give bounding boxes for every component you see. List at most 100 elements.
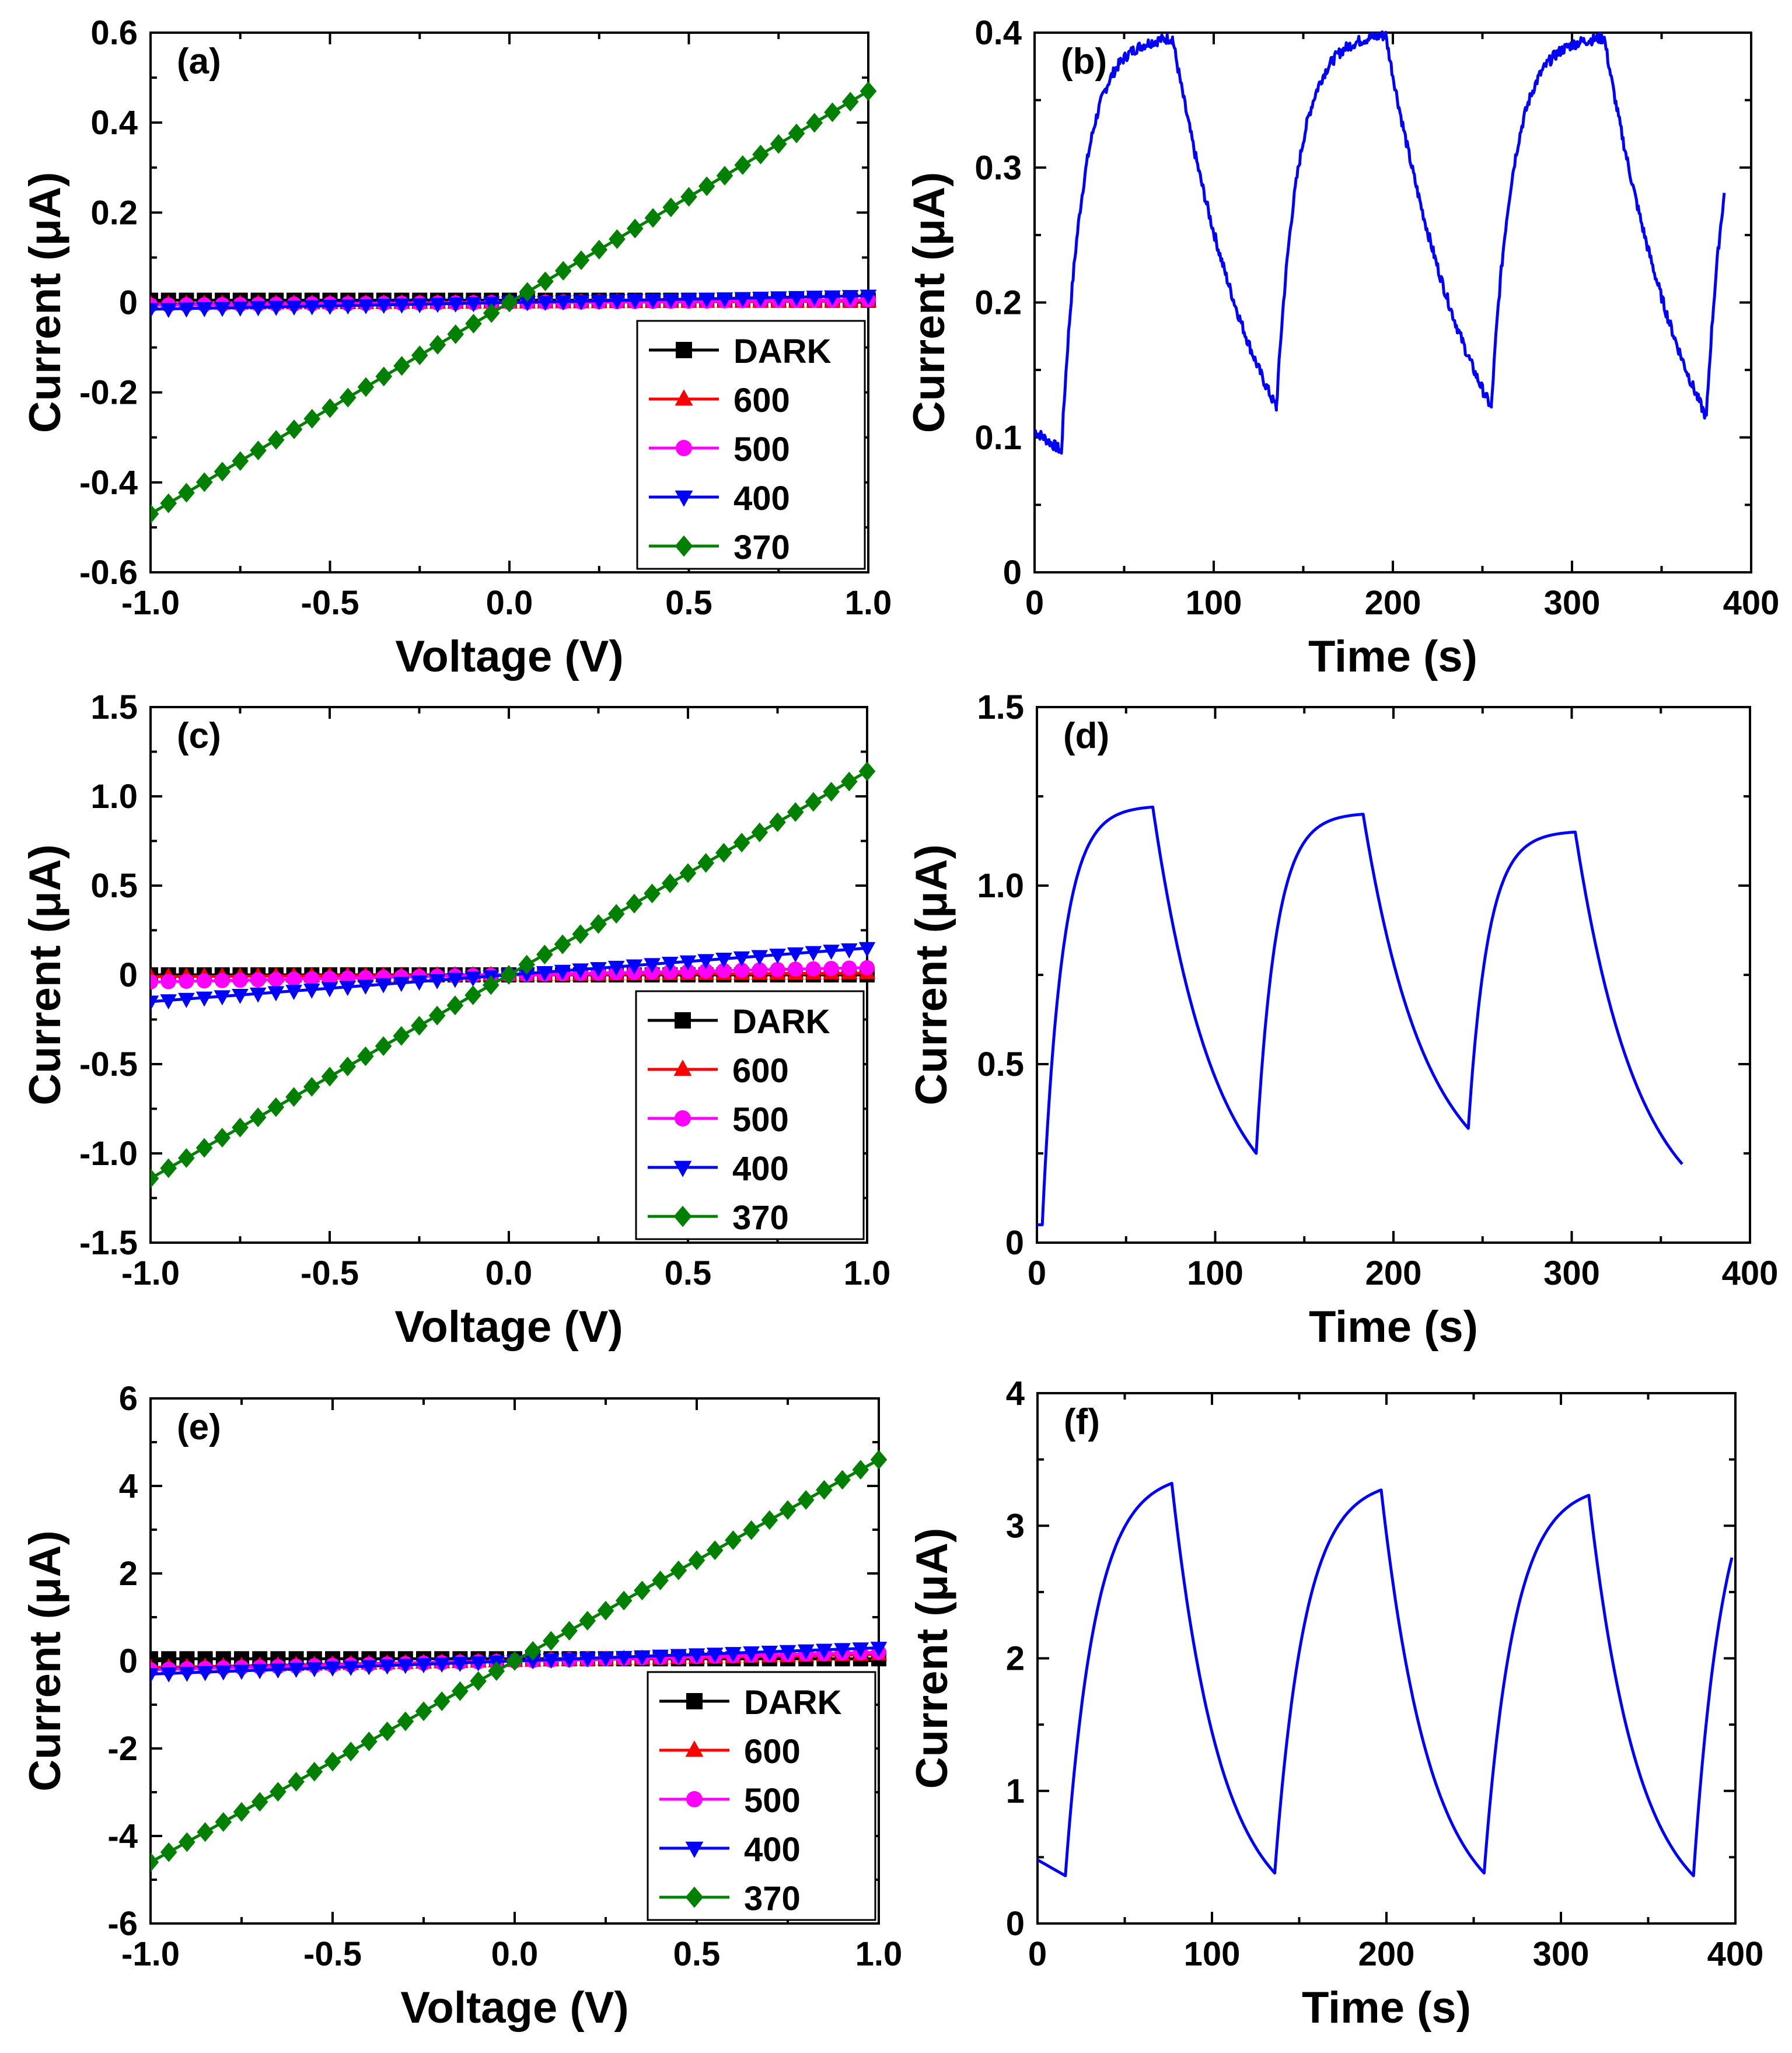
data-point bbox=[501, 292, 518, 313]
data-point bbox=[375, 978, 392, 994]
data-point bbox=[679, 955, 697, 971]
data-point bbox=[500, 965, 518, 985]
y-tick-label: 3 bbox=[1006, 1507, 1025, 1545]
legend-label: 370 bbox=[732, 1199, 789, 1237]
data-point bbox=[339, 387, 357, 408]
data-point bbox=[483, 303, 500, 323]
data-point bbox=[465, 313, 482, 334]
data-point bbox=[860, 960, 875, 975]
data-point bbox=[470, 1671, 487, 1691]
data-point bbox=[715, 953, 732, 968]
x-tick-label: 1.0 bbox=[855, 1935, 903, 1973]
data-point bbox=[519, 296, 536, 312]
data-point bbox=[518, 967, 535, 983]
data-point bbox=[179, 974, 194, 989]
data-point bbox=[561, 1621, 578, 1641]
data-point bbox=[870, 1450, 888, 1470]
legend-box bbox=[636, 320, 866, 570]
legend-box bbox=[647, 1671, 876, 1921]
x-tick-label: -0.5 bbox=[301, 584, 359, 622]
x-axis-title: Voltage (V) bbox=[395, 632, 623, 681]
y-tick-label: 0 bbox=[119, 956, 138, 994]
data-point bbox=[160, 1158, 177, 1178]
legend-box bbox=[635, 990, 865, 1240]
legend-label: 600 bbox=[733, 382, 790, 419]
data-point bbox=[706, 1540, 724, 1561]
data-point bbox=[788, 291, 805, 306]
legend-marker bbox=[675, 535, 693, 557]
panel-label: (f) bbox=[1064, 1402, 1100, 1442]
data-point bbox=[787, 802, 804, 822]
data-point bbox=[752, 144, 769, 165]
x-tick-label: -1.0 bbox=[121, 1935, 180, 1973]
data-point bbox=[716, 292, 733, 308]
data-point bbox=[554, 295, 572, 311]
data-point bbox=[788, 123, 805, 144]
x-tick-label: 0 bbox=[1028, 1935, 1047, 1973]
data-point bbox=[215, 1665, 232, 1681]
x-tick-label: 100 bbox=[1187, 1254, 1243, 1292]
data-point bbox=[379, 1721, 396, 1741]
legend-label: 600 bbox=[732, 1052, 789, 1090]
data-point bbox=[195, 472, 213, 492]
data-point bbox=[465, 297, 482, 313]
y-tick-label: 0 bbox=[1003, 554, 1022, 592]
data-point bbox=[232, 301, 249, 317]
data-point bbox=[626, 959, 643, 975]
y-tick-label: 0 bbox=[119, 284, 138, 322]
data-point bbox=[151, 303, 159, 319]
y-tick-label: 0.3 bbox=[974, 149, 1022, 187]
series-photoresponse bbox=[1037, 805, 1683, 1226]
data-point bbox=[797, 1490, 815, 1510]
data-point bbox=[591, 295, 608, 310]
data-point bbox=[761, 1510, 778, 1530]
x-tick-label: 200 bbox=[1358, 1935, 1415, 1973]
data-point bbox=[178, 482, 195, 503]
legend-marker bbox=[686, 1693, 703, 1709]
data-point bbox=[858, 942, 876, 957]
y-tick-label: 0.2 bbox=[974, 284, 1022, 322]
legend-marker bbox=[673, 1205, 692, 1227]
x-tick-label: 100 bbox=[1186, 584, 1242, 622]
data-point bbox=[303, 983, 320, 999]
y-tick-label: 0 bbox=[1005, 1224, 1024, 1262]
data-point bbox=[447, 297, 464, 313]
data-point bbox=[752, 292, 769, 307]
data-point bbox=[644, 958, 661, 974]
x-tick-label: 400 bbox=[1707, 1935, 1764, 1973]
axes-frame bbox=[1033, 32, 1752, 573]
series-photoresponse bbox=[1038, 1482, 1734, 1877]
y-tick-label: -6 bbox=[107, 1905, 138, 1943]
data-point bbox=[470, 1656, 487, 1671]
data-layer bbox=[151, 1450, 888, 1872]
data-point bbox=[251, 1664, 268, 1680]
data-point bbox=[249, 1107, 267, 1128]
panel-label: (b) bbox=[1061, 41, 1107, 82]
data-point bbox=[662, 293, 680, 309]
data-point bbox=[524, 1641, 542, 1661]
data-point bbox=[267, 986, 285, 1002]
y-tick-label: 2 bbox=[1006, 1640, 1025, 1678]
series-photoresponse bbox=[1035, 30, 1726, 455]
data-point bbox=[488, 1661, 505, 1681]
x-tick-label: -1.0 bbox=[121, 584, 180, 622]
data-point bbox=[554, 261, 572, 281]
data-point bbox=[743, 1520, 760, 1540]
data-point bbox=[779, 1645, 797, 1660]
series-370 bbox=[151, 1450, 888, 1872]
data-point bbox=[250, 972, 266, 988]
data-point bbox=[537, 271, 554, 292]
data-point bbox=[572, 924, 589, 945]
y-axis-title: Current (μA) bbox=[904, 172, 954, 433]
y-tick-label: 0.5 bbox=[977, 1045, 1024, 1083]
data-point bbox=[306, 1761, 323, 1782]
y-axis-title: Current (μA) bbox=[907, 1528, 957, 1789]
data-point bbox=[233, 1664, 250, 1680]
x-tick-label: -0.5 bbox=[303, 1935, 362, 1973]
x-tick-label: 0 bbox=[1028, 1254, 1046, 1292]
y-tick-label: 4 bbox=[1006, 1375, 1025, 1412]
data-point bbox=[797, 1644, 815, 1660]
data-point bbox=[303, 408, 321, 429]
data-point bbox=[751, 950, 769, 966]
data-point bbox=[214, 1128, 231, 1148]
